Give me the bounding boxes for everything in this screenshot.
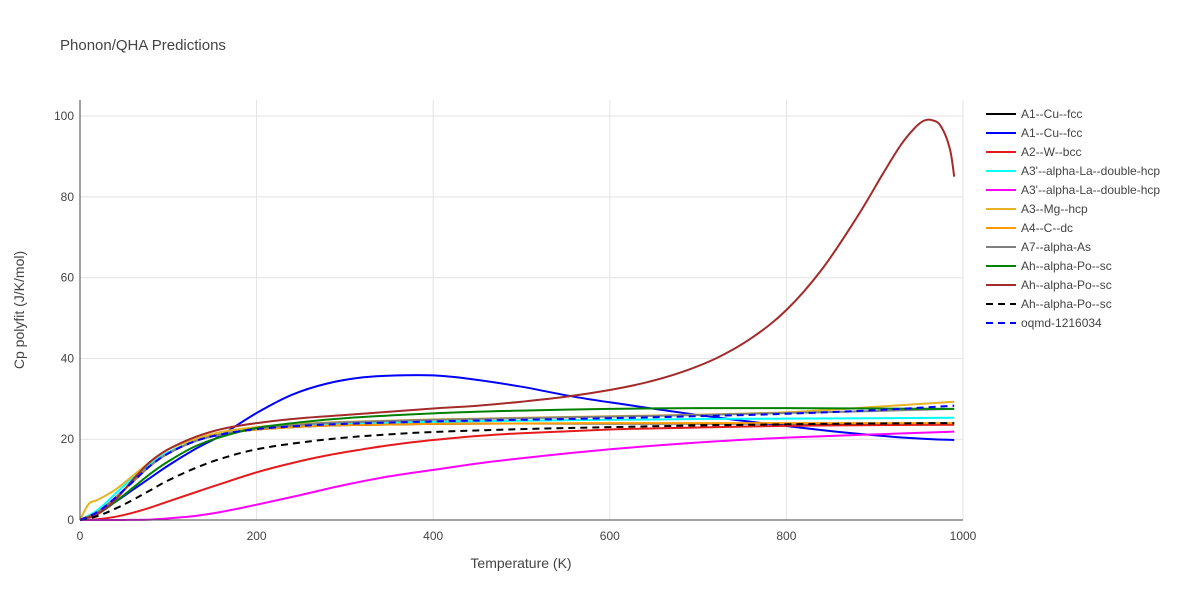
legend-item-3[interactable]: A3'--alpha-La--double-hcp [986, 164, 1160, 178]
x-tick-label: 0 [77, 529, 84, 543]
chart-title: Phonon/QHA Predictions [60, 37, 226, 54]
series-line-9[interactable] [79, 118, 956, 521]
legend-label: A1--Cu--fcc [1021, 126, 1082, 140]
legend-label: A4--C--dc [1021, 221, 1073, 235]
legend-item-4[interactable]: A3'--alpha-La--double-hcp [986, 183, 1160, 197]
legend-item-7[interactable]: A7--alpha-As [986, 240, 1091, 254]
y-tick-label: 60 [61, 271, 75, 285]
y-tick-label: 100 [54, 109, 74, 123]
legend-item-6[interactable]: A4--C--dc [986, 221, 1073, 235]
x-tick-label: 400 [423, 529, 443, 543]
legend-item-9[interactable]: Ah--alpha-Po--sc [986, 278, 1112, 292]
legend-item-1[interactable]: A1--Cu--fcc [986, 126, 1082, 140]
legend-label: A1--Cu--fcc [1021, 107, 1082, 121]
x-tick-label: 800 [776, 529, 796, 543]
x-tick-label: 600 [600, 529, 620, 543]
y-tick-label: 80 [61, 190, 75, 204]
series-line-11[interactable] [79, 404, 955, 521]
legend-label: A3--Mg--hcp [1021, 202, 1088, 216]
legend-item-0[interactable]: A1--Cu--fcc [986, 107, 1082, 121]
legend-item-10[interactable]: Ah--alpha-Po--sc [986, 297, 1112, 311]
y-tick-label: 0 [67, 513, 74, 527]
legend-label: Ah--alpha-Po--sc [1021, 278, 1112, 292]
legend-label: A2--W--bcc [1021, 145, 1081, 159]
y-axis-title: Cp polyfit (J/K/mol) [11, 251, 27, 369]
y-tick-label: 20 [61, 432, 75, 446]
series-line-1[interactable] [79, 374, 955, 521]
legend-item-11[interactable]: oqmd-1216034 [986, 316, 1102, 330]
legend-label: A7--alpha-As [1021, 240, 1091, 254]
x-axis-title: Temperature (K) [470, 555, 571, 571]
series-line-4[interactable] [79, 430, 955, 522]
grid [80, 100, 964, 520]
legend-label: oqmd-1216034 [1021, 316, 1102, 330]
plot-area [79, 118, 956, 522]
legend-label: A3'--alpha-La--double-hcp [1021, 183, 1160, 197]
legend-item-8[interactable]: Ah--alpha-Po--sc [986, 259, 1112, 273]
series-line-0[interactable] [79, 422, 955, 521]
x-tick-label: 200 [247, 529, 267, 543]
axes: 0 200 400 600 800 1000 0 20 40 60 80 100 [54, 100, 977, 543]
legend-label: Ah--alpha-Po--sc [1021, 297, 1112, 311]
series-line-10[interactable] [79, 422, 955, 521]
y-tick-label: 40 [61, 351, 75, 365]
legend-item-5[interactable]: A3--Mg--hcp [986, 202, 1088, 216]
series-line-8[interactable] [79, 407, 955, 521]
legend-item-2[interactable]: A2--W--bcc [986, 145, 1081, 159]
x-tick-label: 1000 [950, 529, 977, 543]
legend-label: Ah--alpha-Po--sc [1021, 259, 1112, 273]
legend[interactable]: A1--Cu--fcc A1--Cu--fcc A2--W--bcc A3'--alp… [986, 107, 1160, 330]
legend-label: A3'--alpha-La--double-hcp [1021, 164, 1160, 178]
series-line-2[interactable] [79, 423, 955, 521]
